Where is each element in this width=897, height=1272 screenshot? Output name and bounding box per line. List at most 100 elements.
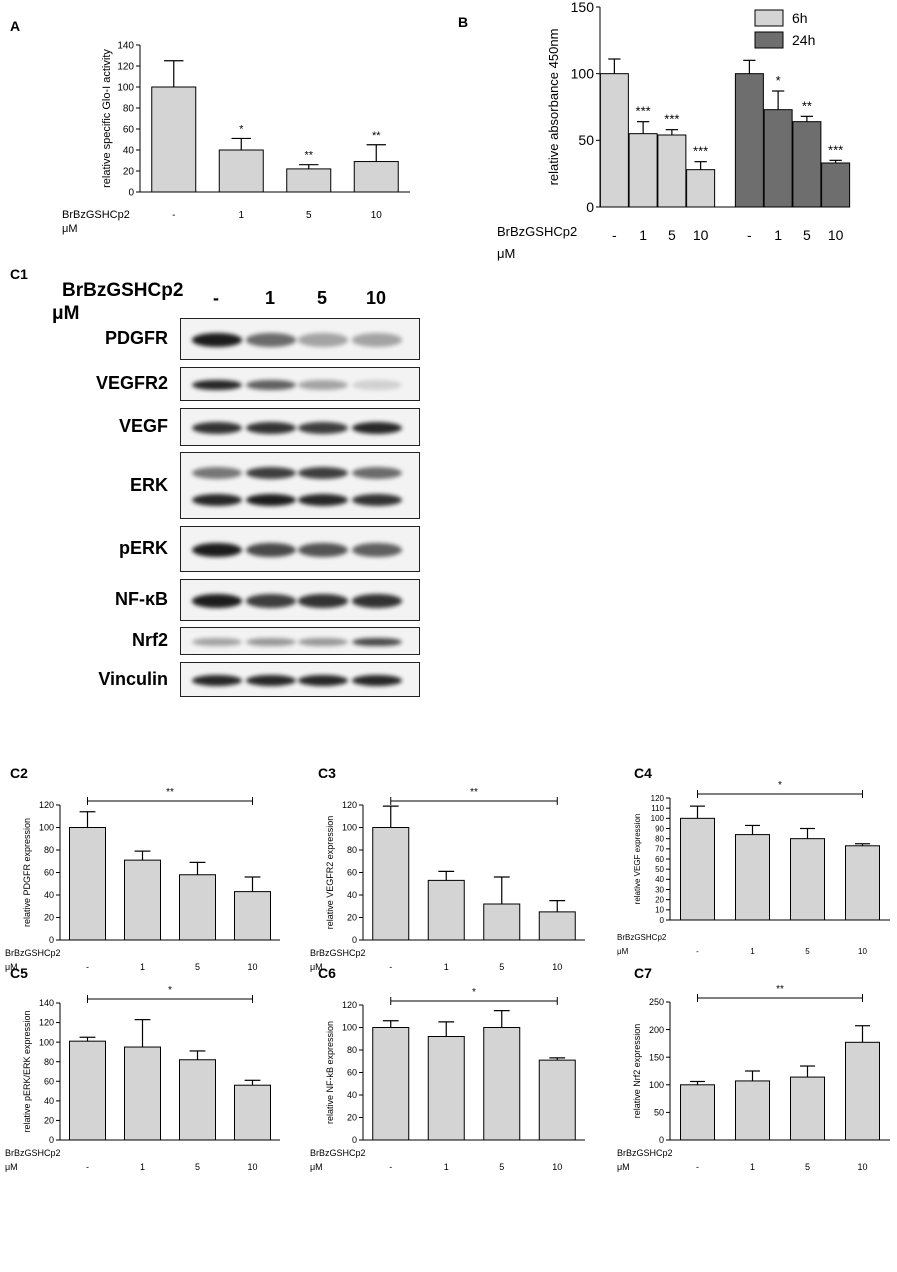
x-tick-label: 1 — [750, 1162, 755, 1172]
bar — [538, 1059, 576, 1141]
y-tick-label: 40 — [347, 1090, 357, 1100]
x-tick-label: - — [86, 1162, 89, 1172]
blot-band — [192, 467, 242, 480]
legend-swatch — [754, 9, 784, 27]
y-tick-label: 100 — [651, 814, 665, 823]
blot-band — [298, 421, 348, 435]
bar — [286, 168, 332, 193]
y-axis-label: relative PDGFR expression — [22, 818, 32, 927]
blot-band — [298, 467, 348, 480]
x-tick-label: - — [172, 210, 175, 221]
x-title-treatment: BrBzGSHCp2 — [617, 933, 667, 942]
bar — [734, 73, 764, 208]
x-title-treatment: BrBzGSHCp2 — [5, 1148, 61, 1158]
bar — [763, 109, 793, 208]
y-tick-label: 60 — [655, 855, 664, 864]
x-title-treatment: BrBzGSHCp2 — [62, 209, 130, 221]
panel-letter-c4: C4 — [634, 765, 652, 781]
x-title-unit: μM — [617, 947, 629, 956]
blot-band — [246, 467, 296, 480]
significance-label: *** — [664, 112, 679, 127]
y-tick-label: 60 — [123, 125, 135, 136]
bar — [218, 149, 264, 193]
x-tick-label: 5 — [499, 1162, 504, 1172]
bar — [353, 161, 399, 193]
y-tick-label: 80 — [44, 1057, 54, 1067]
blot-band — [298, 674, 348, 687]
y-tick-label: 200 — [649, 1025, 664, 1035]
y-tick-label: 120 — [342, 1000, 357, 1010]
bar — [657, 134, 687, 208]
x-tick-label: 10 — [828, 227, 844, 243]
blot-row-label: pERK — [119, 538, 168, 558]
y-tick-label: 50 — [578, 132, 594, 148]
y-axis-label: relative NF-kB expression — [325, 1021, 335, 1124]
y-tick-label: 40 — [44, 1096, 54, 1106]
blot-treatment-label: BrBzGSHCp2 — [62, 280, 184, 301]
x-tick-label: 10 — [371, 210, 383, 221]
y-tick-label: 20 — [347, 1113, 357, 1123]
bar — [790, 1076, 825, 1141]
chart-nrf2: 0 50 100 150 200 250 relative Nrf2 expression B… — [617, 984, 890, 1172]
x-tick-label: 5 — [668, 227, 676, 243]
blot-band — [192, 379, 242, 391]
y-tick-label: 100 — [342, 1023, 357, 1033]
blot-lane-label: 1 — [264, 288, 275, 308]
x-tick-label: 5 — [805, 1162, 810, 1172]
bar — [599, 73, 629, 208]
blot-band — [246, 333, 296, 347]
x-tick-label: 10 — [552, 962, 562, 972]
significance-label: *** — [828, 142, 843, 157]
y-tick-label: 20 — [655, 895, 664, 904]
x-tick-label: - — [696, 1162, 699, 1172]
bar — [483, 903, 521, 941]
blot-band — [246, 421, 296, 435]
y-tick-label: 20 — [44, 1116, 54, 1126]
blot-band — [192, 543, 242, 557]
significance-label: ** — [802, 98, 812, 113]
blot-band — [352, 674, 402, 687]
x-title-unit: μM — [310, 1162, 323, 1172]
significance-label: ** — [372, 130, 381, 142]
bar — [628, 133, 658, 208]
x-tick-label: - — [696, 947, 699, 956]
bar — [234, 1084, 271, 1141]
y-tick-label: 100 — [342, 823, 357, 833]
blot-row-label: Nrf2 — [131, 630, 168, 650]
x-title-unit: μM — [5, 962, 18, 972]
panel-letter-c6: C6 — [318, 965, 336, 981]
y-tick-label: 100 — [649, 1080, 664, 1090]
panel-letter-a: A — [10, 18, 21, 34]
y-tick-label: 0 — [659, 1135, 664, 1145]
y-tick-label: 90 — [655, 824, 664, 833]
x-tick-label: 10 — [552, 1162, 562, 1172]
blot-band — [298, 637, 348, 647]
blot-unit-label: μM — [52, 303, 80, 324]
chart-vegfr2: 0 20 40 60 80 100 120 relative VEGFR2 expressio… — [310, 787, 585, 972]
blot-band — [352, 379, 402, 391]
bar — [151, 86, 197, 193]
blot-band — [352, 594, 402, 608]
blot-band — [352, 493, 402, 506]
bar — [427, 1036, 465, 1141]
chart-pdgfr: 0 20 40 60 80 100 120 relative PDGFR expression… — [5, 787, 280, 972]
y-axis-label: relative absorbance 450nm — [546, 29, 561, 186]
y-tick-label: 70 — [655, 845, 664, 854]
bracket-significance: * — [168, 985, 172, 996]
y-tick-label: 80 — [655, 834, 664, 843]
blot-strip — [180, 526, 420, 572]
y-tick-label: 50 — [655, 865, 664, 874]
y-tick-label: 40 — [655, 875, 664, 884]
y-tick-label: 20 — [44, 913, 54, 923]
bracket-significance: * — [778, 780, 782, 791]
bar — [686, 169, 716, 208]
x-tick-label: - — [612, 227, 617, 243]
bar — [69, 827, 106, 941]
bracket-significance: ** — [166, 787, 174, 798]
x-tick-label: 1 — [639, 227, 647, 243]
blot-row-label: VEGF — [118, 416, 168, 436]
bar — [372, 827, 410, 941]
x-tick-label: 5 — [805, 947, 810, 956]
blot-band — [246, 594, 296, 608]
significance-label: * — [239, 123, 244, 135]
